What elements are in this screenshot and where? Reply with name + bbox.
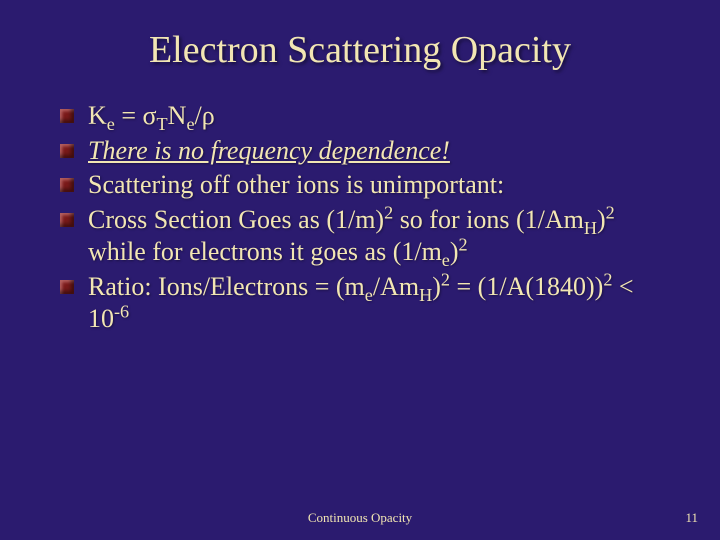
list-item: There is no frequency dependence!: [60, 135, 660, 168]
slide-title: Electron Scattering Opacity: [60, 28, 660, 72]
list-item: Κe = σTNe/ρ: [60, 100, 660, 133]
page-number: 11: [685, 510, 698, 526]
list-item: Scattering off other ions is unimportant…: [60, 169, 660, 202]
footer-center-text: Continuous Opacity: [0, 510, 720, 526]
slide: Electron Scattering Opacity Κe = σTNe/ρ …: [0, 0, 720, 540]
list-item: Ratio: Ions/Electrons = (me/AmH)2 = (1/A…: [60, 271, 660, 336]
bullet-list: Κe = σTNe/ρ There is no frequency depend…: [60, 100, 660, 336]
list-item: Cross Section Goes as (1/m)2 so for ions…: [60, 204, 660, 269]
